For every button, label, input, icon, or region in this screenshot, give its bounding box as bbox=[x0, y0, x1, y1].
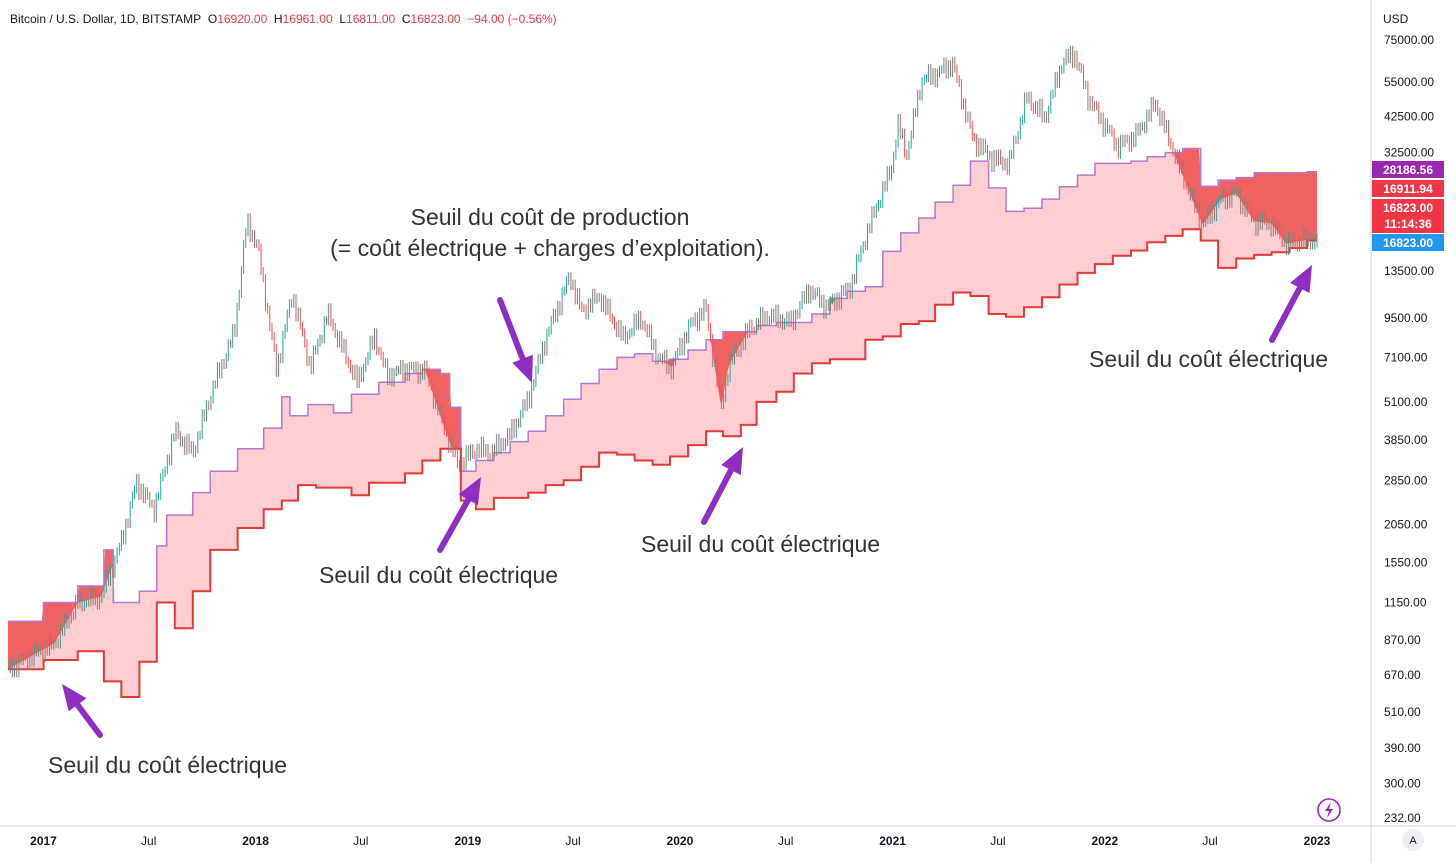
auto-scale-button[interactable]: A bbox=[1402, 829, 1424, 851]
time-tick-label: Jul bbox=[1202, 834, 1217, 848]
price-tag bbox=[1372, 180, 1444, 197]
price-tick-label: 3850.00 bbox=[1384, 433, 1428, 447]
currency-label: USD bbox=[1383, 12, 1409, 26]
annotation-arrow-head bbox=[1290, 265, 1312, 294]
price-tick-label: 2850.00 bbox=[1384, 473, 1428, 487]
production-threshold-annotation: Seuil du coût de production (= coût élec… bbox=[300, 202, 800, 264]
low-value: 16811.00 bbox=[346, 12, 396, 26]
price-tick-label: 5100.00 bbox=[1384, 395, 1428, 409]
annotation-arrow-head bbox=[62, 684, 87, 712]
low-label: L bbox=[339, 12, 347, 26]
electric-threshold-annotation-2022: Seuil du coût électrique bbox=[1089, 346, 1329, 372]
symbol-legend: Bitcoin / U.S. Dollar, 1D, BITSTAMP O169… bbox=[10, 12, 557, 26]
time-tick-label: Jul bbox=[353, 834, 368, 848]
price-tick-label: 42500.00 bbox=[1384, 110, 1434, 124]
annotation-arrow-head bbox=[512, 354, 533, 383]
price-tick-label: 232.00 bbox=[1384, 811, 1421, 825]
price-tick-label: 390.00 bbox=[1384, 741, 1421, 755]
price-tick-label: 9500.00 bbox=[1384, 311, 1428, 325]
time-tick-label: 2023 bbox=[1304, 834, 1331, 848]
lightning-icon[interactable] bbox=[1317, 798, 1341, 822]
time-tick-label: Jul bbox=[565, 834, 580, 848]
annotation-arrows bbox=[62, 265, 1312, 738]
production-annotation-line2: (= coût électrique + charges d’exploitat… bbox=[330, 235, 770, 261]
electric-threshold-annotation-2020: Seuil du coût électrique bbox=[641, 531, 881, 557]
price-tick-label: 7100.00 bbox=[1384, 350, 1428, 364]
production-cost-line bbox=[8, 147, 1317, 623]
price-tick-label: 510.00 bbox=[1384, 705, 1421, 719]
price-series-layer bbox=[9, 45, 1318, 678]
countdown-label: 11:14:36 bbox=[1384, 217, 1432, 231]
open-label: O bbox=[207, 12, 218, 26]
change-value: −94.00 (−0.56%) bbox=[467, 12, 557, 26]
price-tag bbox=[1372, 199, 1444, 233]
price-tag-label: 28186.56 bbox=[1383, 163, 1433, 177]
electric-threshold-annotation-2017: Seuil du coût électrique bbox=[48, 752, 288, 778]
price-tick-label: 670.00 bbox=[1384, 668, 1421, 682]
open-value: 16920.00 bbox=[217, 12, 268, 26]
time-tick-label: Jul bbox=[990, 834, 1005, 848]
time-tick-label: 2019 bbox=[454, 834, 481, 848]
annotation-arrow-shaft bbox=[1269, 284, 1303, 343]
time-tick-label: 2017 bbox=[30, 834, 57, 848]
time-tick-label: 2021 bbox=[879, 834, 906, 848]
price-tag-label: 16823.00 bbox=[1383, 201, 1433, 215]
price-tick-label: 55000.00 bbox=[1384, 75, 1434, 89]
price-tick-label: 2050.00 bbox=[1384, 518, 1428, 532]
price-tick-label: 300.00 bbox=[1384, 776, 1421, 790]
symbol-name: Bitcoin / U.S. Dollar, 1D, BITSTAMP bbox=[10, 12, 202, 26]
annotation-arrow-head bbox=[458, 477, 481, 506]
time-tick-label: Jul bbox=[778, 834, 793, 848]
price-tick-label: 32500.00 bbox=[1384, 146, 1434, 160]
annotation-arrow-shaft bbox=[437, 496, 472, 553]
price-tick-label: 13500.00 bbox=[1384, 264, 1434, 278]
price-tag bbox=[1372, 161, 1444, 178]
price-tick-label: 870.00 bbox=[1384, 633, 1421, 647]
production-annotation-line1: Seuil du coût de production bbox=[410, 204, 690, 230]
price-tag-label: 16823.00 bbox=[1383, 236, 1433, 250]
cost-band-layer bbox=[8, 148, 1317, 697]
time-axis[interactable]: 2017 Jul 2018 Jul 2019 Jul 2020 Jul 2021 Jul 2022 J… bbox=[30, 834, 1331, 848]
time-tick-label: 2022 bbox=[1091, 834, 1118, 848]
time-tick-label: Jul bbox=[141, 834, 156, 848]
price-tick-label: 75000.00 bbox=[1384, 33, 1434, 47]
cost-lines-layer bbox=[8, 147, 1317, 698]
svg-text:A: A bbox=[1409, 835, 1417, 847]
time-tick-label: 2018 bbox=[242, 834, 269, 848]
price-axis[interactable]: USD 75000.00 55000.00 42500.00 32500.00 1350… bbox=[1383, 12, 1434, 825]
high-label: H bbox=[273, 12, 283, 26]
close-label: C bbox=[401, 12, 411, 26]
cost-band bbox=[8, 148, 1317, 697]
price-tick-label: 1150.00 bbox=[1384, 596, 1427, 610]
electric-cost-line bbox=[8, 228, 1317, 698]
price-tick-label: 1550.00 bbox=[1384, 555, 1428, 569]
time-tick-label: 2020 bbox=[667, 834, 694, 848]
electric-threshold-annotation-2019: Seuil du coût électrique bbox=[319, 562, 559, 588]
annotation-arrow-head bbox=[721, 447, 743, 476]
annotation-arrow-shaft bbox=[497, 297, 526, 362]
close-value: 16823.00 bbox=[410, 12, 461, 26]
price-tag bbox=[1372, 234, 1444, 251]
high-value: 16961.00 bbox=[282, 12, 333, 26]
annotation-arrow-shaft bbox=[701, 467, 734, 525]
price-tags: 28186.56 16911.94 16823.00 11:14:36 16823.00 bbox=[1372, 161, 1444, 251]
price-tag-label: 16911.94 bbox=[1383, 182, 1433, 196]
annotation-arrow-shaft bbox=[74, 701, 103, 738]
